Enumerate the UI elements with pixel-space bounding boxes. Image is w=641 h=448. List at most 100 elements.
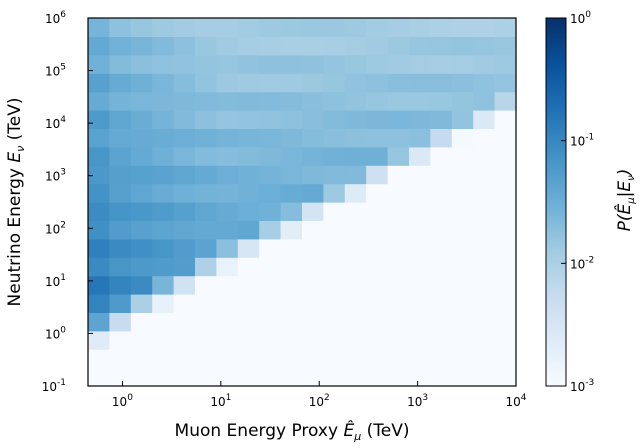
heatmap-cell <box>216 36 239 56</box>
heatmap-cell <box>430 54 453 74</box>
heatmap-cell <box>152 202 175 221</box>
heatmap-cell <box>280 73 303 93</box>
heatmap-cell <box>195 220 217 240</box>
heatmap-cell <box>216 349 239 369</box>
heatmap-cell <box>259 146 282 166</box>
heatmap-cell <box>323 183 346 203</box>
heatmap-cell <box>366 238 389 258</box>
x-tick-label: 100 <box>112 393 133 409</box>
heatmap-cell <box>109 312 132 332</box>
heatmap-cell <box>302 73 324 93</box>
heatmap-cell <box>344 294 367 313</box>
heatmap-cell <box>88 202 110 221</box>
heatmap-cell <box>473 128 496 148</box>
heatmap-cell <box>494 146 517 166</box>
heatmap-cell <box>152 349 175 369</box>
heatmap-cell <box>302 54 324 74</box>
heatmap-cell <box>216 73 239 93</box>
heatmap-cell <box>473 220 496 240</box>
heatmap-cell <box>473 275 496 295</box>
y-axis-ticks: 10-1 100 101 102 103 104 105 106 <box>42 10 93 394</box>
heatmap-cell <box>280 18 303 37</box>
heatmap-cell <box>387 294 410 313</box>
heatmap-cell <box>366 128 389 148</box>
heatmap-cell <box>109 183 132 203</box>
heatmap-cell <box>409 73 431 93</box>
heatmap-cell <box>344 202 367 221</box>
heatmap-cell <box>366 73 389 93</box>
heatmap-cell <box>195 18 217 37</box>
heatmap-cell <box>109 128 132 148</box>
heatmap-cell <box>88 238 110 258</box>
heatmap-cell <box>430 312 453 332</box>
heatmap-cell <box>451 128 474 148</box>
heatmap-cell <box>195 73 217 93</box>
heatmap-cell <box>237 128 260 148</box>
heatmap-cell <box>152 294 175 313</box>
x-axis-label: Muon Energy Proxy Êμ (TeV) <box>175 419 410 443</box>
heatmap-cell <box>323 165 346 185</box>
heatmap-cell <box>88 275 110 295</box>
heatmap-cell <box>302 220 324 240</box>
heatmap-cell <box>366 146 389 166</box>
heatmap-cell <box>473 110 496 129</box>
heatmap-cell <box>302 294 324 313</box>
heatmap-cell <box>473 202 496 221</box>
heatmap-cell <box>409 349 431 369</box>
heatmap-cell <box>216 165 239 185</box>
heatmap-cell <box>237 165 260 185</box>
heatmap-cell <box>473 238 496 258</box>
heatmap-cell <box>430 165 453 185</box>
heatmap-cell <box>451 312 474 332</box>
heatmap-cell <box>451 91 474 111</box>
heatmap-cell <box>302 330 324 350</box>
heatmap-cell <box>152 238 175 258</box>
heatmap-cell <box>109 18 132 37</box>
heatmap-cell <box>473 91 496 111</box>
heatmap-cell <box>130 367 153 387</box>
heatmap-cell <box>152 128 175 148</box>
heatmap-cell <box>344 183 367 203</box>
heatmap-cell <box>109 73 132 93</box>
heatmap-cell <box>130 146 153 166</box>
heatmap-cell <box>237 238 260 258</box>
heatmap-cell <box>409 238 431 258</box>
heatmap-cell <box>109 202 132 221</box>
heatmap-cell <box>323 91 346 111</box>
x-axis-ticks: 100 101 102 103 104 <box>112 381 527 409</box>
heatmap-cell <box>323 36 346 56</box>
heatmap-cell <box>409 294 431 313</box>
y-tick-label: 10-1 <box>42 378 66 394</box>
heatmap-cell <box>387 220 410 240</box>
colorbar-label: P(Êμ|Eν) <box>613 169 637 232</box>
heatmap-cell <box>430 330 453 350</box>
heatmap-cell <box>430 146 453 166</box>
heatmap-cell <box>216 275 239 295</box>
heatmap-cell <box>152 165 175 185</box>
heatmap-cell <box>409 128 431 148</box>
heatmap-cell <box>130 220 153 240</box>
heatmap-cell <box>494 183 517 203</box>
heatmap-cell <box>216 91 239 111</box>
heatmap-cell <box>280 165 303 185</box>
heatmap-cell <box>366 349 389 369</box>
heatmap-cell <box>130 73 153 93</box>
colorbar <box>545 17 567 387</box>
heatmap-cell <box>173 312 196 332</box>
heatmap-cell <box>216 238 239 258</box>
y-tick-label: 102 <box>45 220 66 236</box>
heatmap-cell <box>473 312 496 332</box>
heatmap-cell <box>280 110 303 129</box>
heatmap-cell <box>195 257 217 277</box>
heatmap-cell <box>216 183 239 203</box>
heatmap-cell <box>88 128 110 148</box>
heatmap-cell <box>344 110 367 129</box>
heatmap-cell <box>302 238 324 258</box>
colorbar-tick-label: 10-1 <box>570 133 594 149</box>
heatmap-cell <box>130 36 153 56</box>
heatmap-cell <box>344 91 367 111</box>
heatmap-cell <box>366 202 389 221</box>
heatmap-cell <box>259 36 282 56</box>
heatmap-cell <box>152 183 175 203</box>
heatmap-cell <box>323 146 346 166</box>
